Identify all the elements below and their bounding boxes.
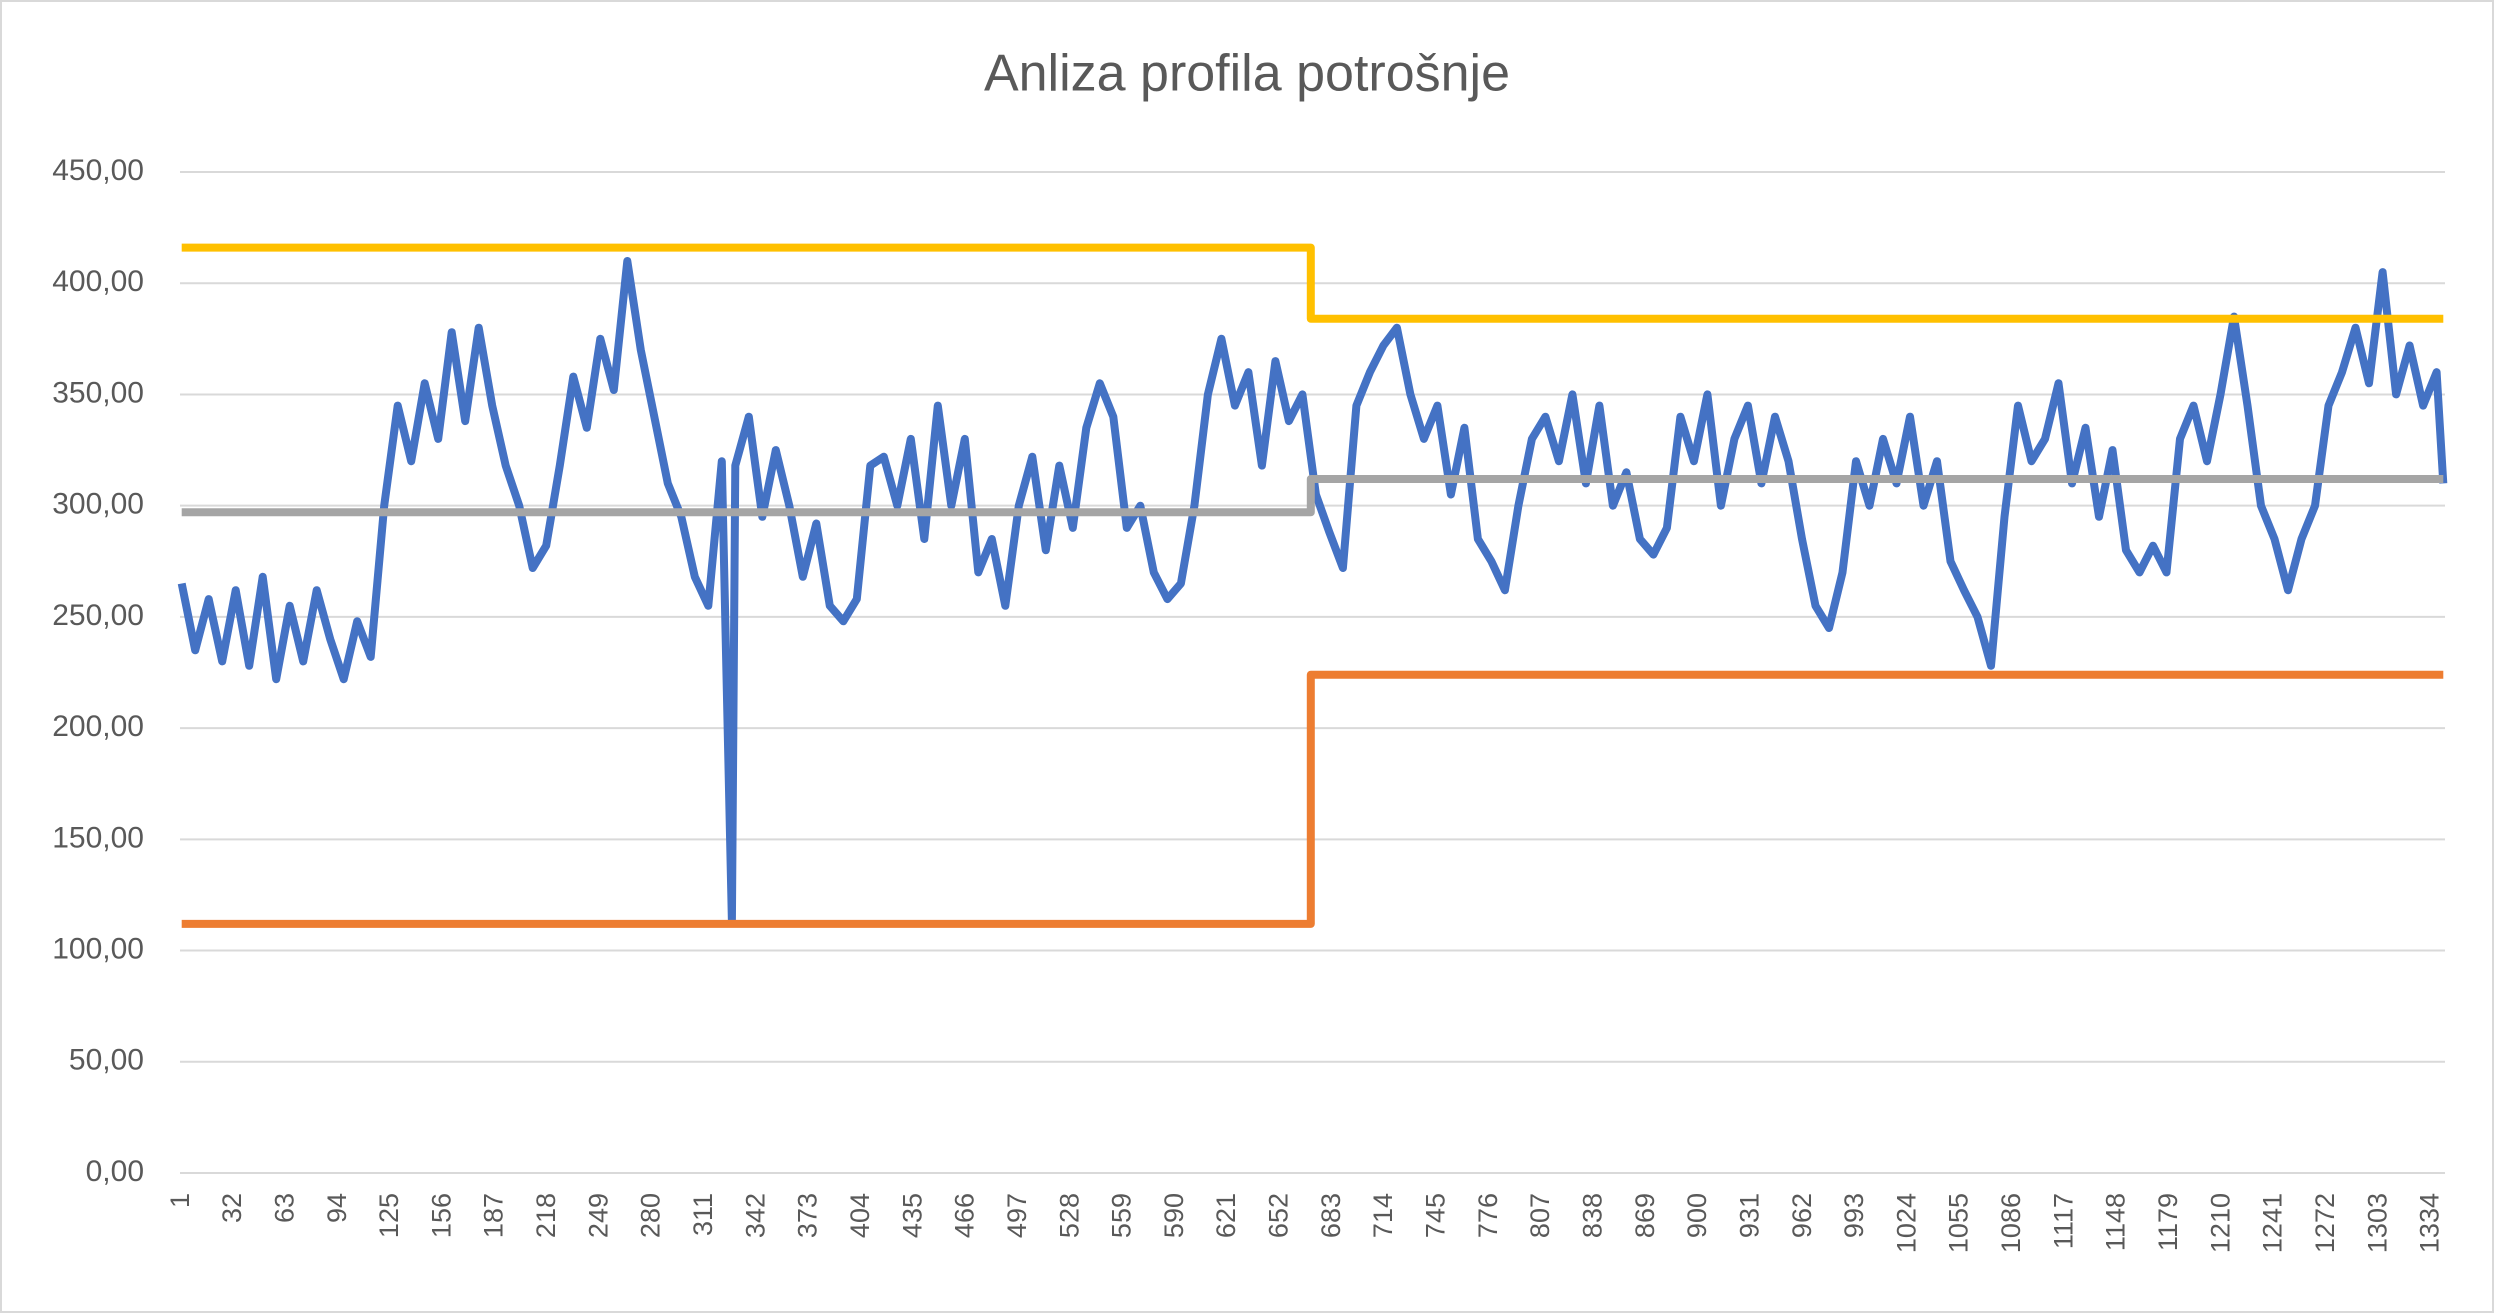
x-tick-label: 187	[479, 1193, 509, 1238]
y-tick-label: 150,00	[52, 821, 144, 854]
x-tick-label: 559	[1107, 1193, 1137, 1238]
x-tick-label: 1024	[1891, 1193, 1921, 1253]
x-tick-label: 714	[1368, 1193, 1398, 1238]
x-tick-label: 962	[1787, 1193, 1817, 1238]
y-tick-label: 250,00	[52, 599, 144, 632]
series-line	[177, 257, 2448, 926]
x-tick-label: 900	[1682, 1193, 1712, 1238]
x-tick-label: 652	[1264, 1193, 1294, 1238]
series-line	[181, 670, 2444, 928]
chart-title: Anliza profila potrošnje	[984, 45, 1510, 103]
x-tick-label: 1117	[2048, 1193, 2078, 1249]
x-tick-label: 1086	[1996, 1193, 2026, 1253]
x-tick-label: 280	[636, 1193, 666, 1238]
series-line	[181, 243, 2444, 323]
x-tick-label: 311	[688, 1193, 718, 1236]
x-tick-label: 1272	[2310, 1193, 2340, 1253]
x-tick-label: 156	[426, 1193, 456, 1238]
y-tick-label: 50,00	[69, 1044, 144, 1077]
x-tick-label: 776	[1473, 1193, 1503, 1238]
x-tick-label: 342	[740, 1193, 770, 1238]
x-tick-label: 528	[1054, 1193, 1084, 1238]
x-tick-label: 931	[1734, 1193, 1764, 1238]
x-tick-label: 1	[165, 1193, 195, 1208]
x-tick-label: 1241	[2258, 1193, 2288, 1253]
x-tick-label: 1334	[2415, 1193, 2445, 1253]
x-tick-label: 497	[1002, 1193, 1032, 1238]
y-tick-label: 200,00	[52, 710, 144, 743]
x-tick-label: 745	[1421, 1193, 1451, 1238]
x-tick-label: 807	[1525, 1193, 1555, 1238]
x-tick-label: 466	[950, 1193, 980, 1238]
y-tick-label: 300,00	[52, 488, 144, 521]
y-tick-label: 450,00	[52, 154, 144, 187]
x-tick-label: 373	[793, 1193, 823, 1238]
x-tick-label: 993	[1839, 1193, 1869, 1238]
x-tick-label: 869	[1630, 1193, 1660, 1238]
x-tick-label: 838	[1577, 1193, 1607, 1238]
y-tick-label: 400,00	[52, 265, 144, 298]
x-tick-label: 32	[217, 1193, 247, 1223]
x-tick-label: 621	[1211, 1193, 1241, 1238]
x-tick-label: 404	[845, 1193, 875, 1238]
x-tick-label: 94	[322, 1193, 352, 1223]
y-tick-label: 0,00	[86, 1155, 144, 1188]
x-tick-label: 63	[269, 1193, 299, 1223]
y-tick-label: 350,00	[52, 376, 144, 409]
x-tick-label: 1179	[2153, 1193, 2183, 1251]
x-tick-label: 435	[897, 1193, 927, 1238]
x-tick-label: 683	[1316, 1193, 1346, 1238]
x-tick-label: 125	[374, 1193, 404, 1238]
y-tick-label: 100,00	[52, 932, 144, 965]
x-tick-label: 590	[1159, 1193, 1189, 1238]
x-tick-label: 1210	[2205, 1193, 2235, 1253]
x-tick-label: 1055	[1944, 1193, 1974, 1253]
x-tick-label: 1303	[2362, 1193, 2392, 1253]
x-tick-label: 1148	[2101, 1193, 2131, 1251]
x-tick-label: 218	[531, 1193, 561, 1238]
series-line	[181, 475, 2444, 517]
x-tick-label: 249	[583, 1193, 613, 1238]
